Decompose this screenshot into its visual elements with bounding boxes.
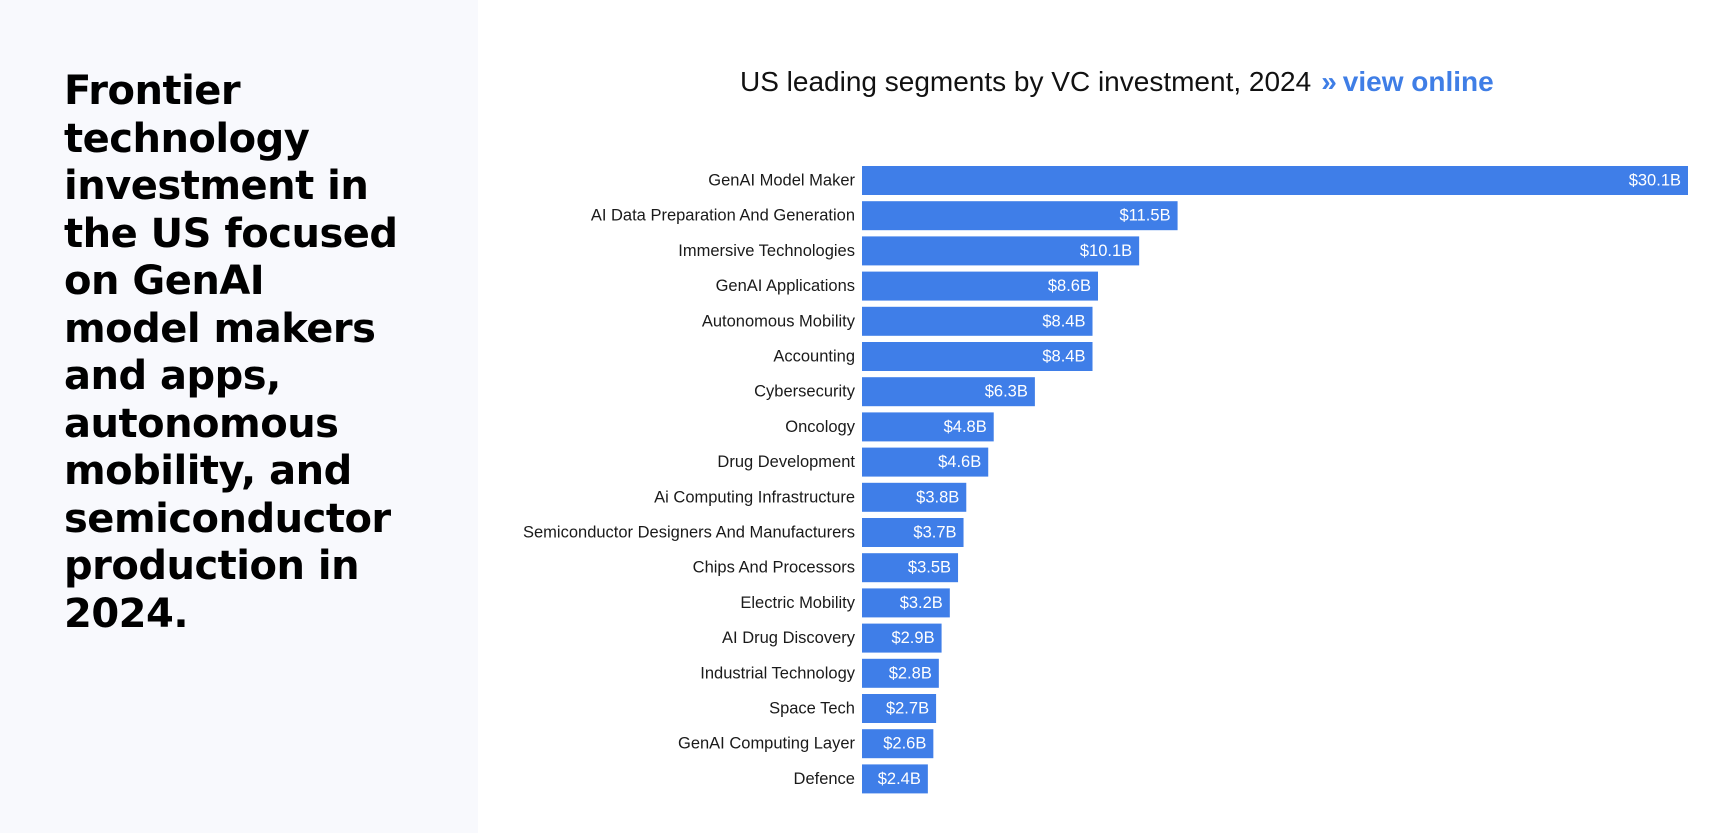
category-label: Industrial Technology: [700, 664, 855, 682]
bar: [862, 342, 1093, 371]
value-label: $8.4B: [1042, 312, 1085, 330]
value-label: $8.6B: [1048, 277, 1091, 295]
chevron-double-right-icon: »: [1321, 66, 1337, 97]
bar: [862, 588, 950, 618]
category-label: Oncology: [785, 418, 855, 436]
bar: [862, 482, 967, 512]
category-label: Autonomous Mobility: [702, 312, 856, 330]
value-label: $3.5B: [908, 559, 951, 577]
value-label: $3.2B: [900, 594, 943, 612]
bar: [862, 201, 1178, 231]
category-label: Electric Mobility: [740, 594, 855, 612]
value-label: $4.8B: [944, 418, 987, 436]
left-panel: Frontier technology investment in the US…: [0, 0, 478, 833]
value-label: $2.7B: [886, 700, 929, 718]
bar: [862, 447, 989, 477]
category-label: GenAI Model Maker: [708, 172, 855, 190]
bar: [862, 553, 959, 583]
chart-header: US leading segments by VC investment, 20…: [740, 66, 1494, 98]
value-label: $30.1B: [1629, 172, 1681, 190]
bar: [862, 518, 964, 547]
value-label: $2.6B: [883, 735, 926, 753]
value-label: $2.4B: [878, 770, 921, 788]
value-label: $4.6B: [938, 453, 981, 471]
view-online-link[interactable]: view online: [1342, 66, 1494, 97]
value-label: $10.1B: [1080, 242, 1132, 260]
value-label: $11.5B: [1120, 207, 1171, 225]
headline: Frontier technology investment in the US…: [64, 68, 398, 637]
bar: [862, 271, 1098, 301]
category-label: GenAI Computing Layer: [678, 735, 856, 753]
chart-panel: [478, 0, 1713, 833]
bar: [862, 412, 994, 442]
value-label: $6.3B: [985, 383, 1028, 401]
category-label: Immersive Technologies: [678, 242, 855, 260]
bar: [862, 729, 934, 759]
bar: [862, 306, 1093, 336]
value-label: $3.7B: [913, 524, 956, 542]
category-label: Semiconductor Designers And Manufacturer…: [523, 524, 855, 542]
bar: [862, 166, 1688, 195]
value-label: $2.8B: [889, 664, 932, 682]
category-label: AI Data Preparation And Generation: [591, 207, 855, 225]
category-label: AI Drug Discovery: [722, 629, 856, 647]
category-label: Accounting: [773, 348, 855, 366]
value-label: $8.4B: [1042, 348, 1085, 366]
category-label: Cybersecurity: [754, 383, 856, 401]
category-label: Ai Computing Infrastructure: [654, 488, 855, 506]
bar: [862, 236, 1140, 266]
category-label: Defence: [794, 770, 855, 788]
category-label: Space Tech: [769, 700, 855, 718]
bar: [862, 623, 942, 653]
chart-title: US leading segments by VC investment, 20…: [740, 66, 1312, 97]
category-label: Chips And Processors: [693, 559, 855, 577]
value-label: $3.8B: [916, 488, 959, 506]
category-label: Drug Development: [717, 453, 855, 471]
bar: [862, 658, 939, 688]
value-label: $2.9B: [891, 629, 934, 647]
bar: [862, 377, 1035, 407]
bar: [862, 764, 928, 794]
bar: [862, 694, 937, 723]
category-label: GenAI Applications: [716, 277, 855, 295]
